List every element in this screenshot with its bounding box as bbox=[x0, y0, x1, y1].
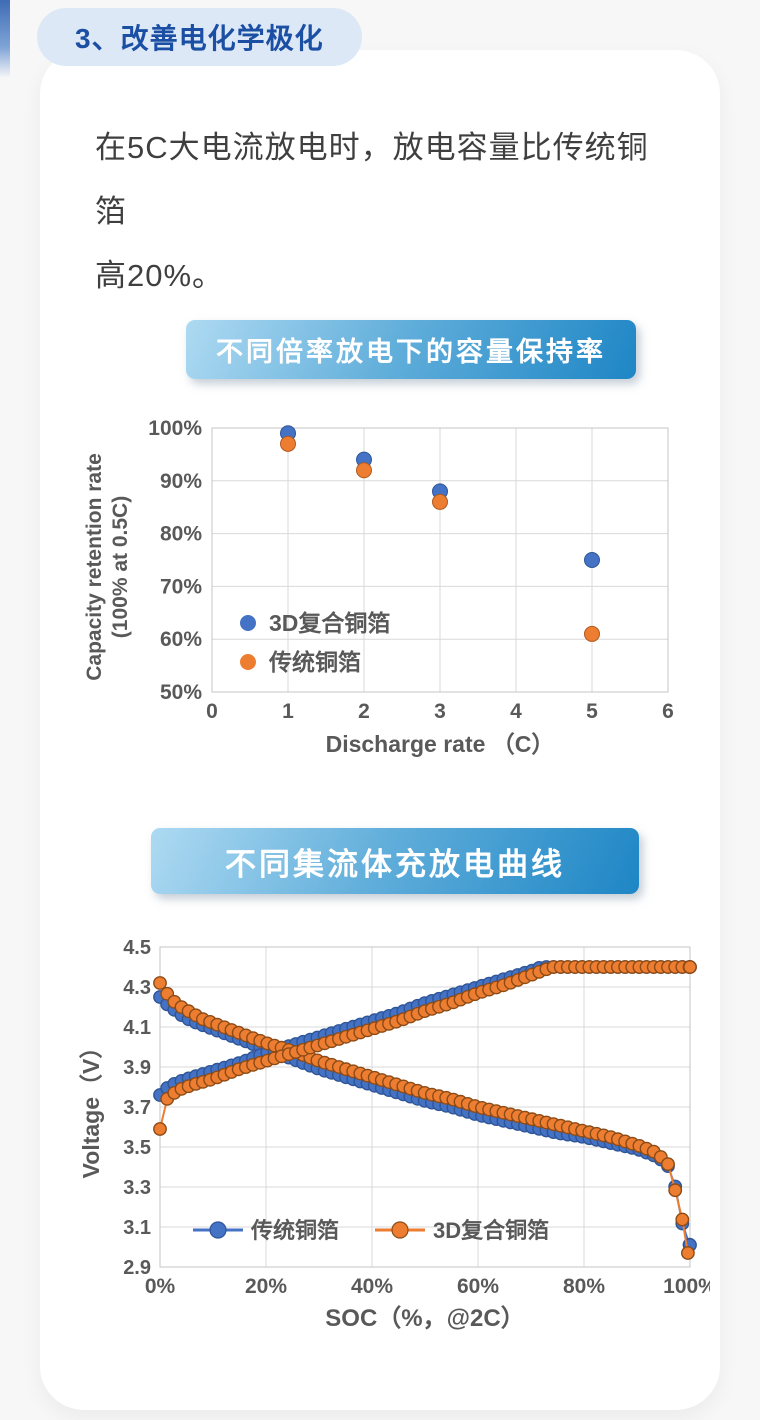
orange-discharge-line bbox=[159, 982, 689, 1254]
y-tick-label: 3.1 bbox=[123, 1217, 151, 1239]
chart2-charge-discharge-curves: 4.5 4.3 4.1 3.9 3.7 3.5 3.3 3.1 2.9 0% 20% 40% 60% 80… bbox=[75, 933, 717, 1333]
x-axis-title: SOC（%，@2C） bbox=[325, 1305, 524, 1332]
y-tick-label: 4.5 bbox=[123, 937, 151, 959]
chart2-title-banner: 不同集流体充放电曲线 bbox=[151, 828, 639, 894]
x-tick-label: 3 bbox=[434, 700, 446, 723]
chart2-title: 不同集流体充放电曲线 bbox=[225, 846, 565, 882]
y-tick-label: 80% bbox=[160, 523, 202, 546]
y-axis-title-line2: (100% at 0.5C) bbox=[109, 496, 132, 638]
body-text: 在5C大电流放电时，放电容量比传统铜箔 高20%。 bbox=[95, 116, 675, 308]
top-left-accent-strip bbox=[0, 0, 10, 78]
x-tick-label: 6 bbox=[662, 700, 674, 723]
data-point bbox=[584, 625, 600, 642]
content-card bbox=[40, 50, 720, 1410]
orange-discharge-marker bbox=[153, 976, 167, 990]
chart2-svg: 4.5 4.3 4.1 3.9 3.7 3.5 3.3 3.1 2.90% 20% 40% 60% 80… bbox=[78, 937, 717, 1332]
x-tick-label: 0 bbox=[206, 700, 218, 723]
y-tick-label: 3.7 bbox=[123, 1097, 151, 1119]
x-tick-label: 80% bbox=[563, 1275, 605, 1298]
x-tick-label: 5 bbox=[586, 700, 598, 723]
plot-border bbox=[159, 946, 691, 1268]
plot-border bbox=[211, 427, 669, 693]
section-badge-text: 3、改善电化学极化 bbox=[75, 23, 324, 54]
section-badge: 3、改善电化学极化 bbox=[37, 8, 362, 66]
legend-label: 3D复合铜箔 bbox=[269, 610, 390, 636]
body-text-line-2: 高20%。 bbox=[95, 258, 225, 293]
legend-marker-orange bbox=[240, 654, 256, 670]
data-point bbox=[584, 552, 600, 568]
y-tick-label: 60% bbox=[160, 628, 202, 651]
chart1-title: 不同倍率放电下的容量保持率 bbox=[216, 337, 606, 367]
y-tick-label: 50% bbox=[160, 681, 202, 704]
orange-discharge-marker bbox=[675, 1212, 690, 1227]
body-text-line-1: 在5C大电流放电时，放电容量比传统铜箔 bbox=[95, 130, 649, 229]
chart1-capacity-retention: 100% 90% 80% 70% 60% 50% 0 1 2 3 4 5 6 Discharge rate… bbox=[83, 415, 690, 765]
y-tick-label: 70% bbox=[160, 575, 202, 598]
data-point bbox=[432, 493, 448, 510]
y-tick-label: 4.3 bbox=[123, 977, 151, 999]
y-tick-label: 90% bbox=[160, 470, 202, 493]
y-tick-label: 3.5 bbox=[123, 1137, 151, 1159]
x-tick-label: 100% bbox=[663, 1275, 710, 1298]
data-point bbox=[280, 435, 296, 452]
x-tick-label: 20% bbox=[245, 1275, 287, 1298]
x-tick-label: 40% bbox=[351, 1275, 393, 1298]
x-tick-label: 0% bbox=[145, 1275, 176, 1298]
x-tick-label: 60% bbox=[457, 1275, 499, 1298]
chart1-title-banner: 不同倍率放电下的容量保持率 bbox=[186, 320, 636, 379]
legend-marker-blue bbox=[209, 1221, 227, 1239]
y-tick-label: 3.9 bbox=[123, 1057, 151, 1079]
y-axis-title-line1: Capacity retention rate bbox=[85, 453, 106, 681]
x-tick-label: 1 bbox=[282, 700, 294, 723]
y-tick-label: 2.9 bbox=[123, 1257, 151, 1279]
orange-charge-marker bbox=[153, 1122, 167, 1136]
legend-marker-blue bbox=[240, 615, 256, 631]
y-axis-title: Voltage（V） bbox=[78, 1036, 104, 1179]
orange-discharge-marker bbox=[681, 1246, 695, 1260]
x-tick-label: 4 bbox=[510, 700, 522, 723]
y-tick-label: 100% bbox=[148, 417, 202, 440]
orange-charge-marker bbox=[683, 960, 697, 974]
legend-label: 传统铜箔 bbox=[268, 649, 361, 675]
y-tick-label: 4.1 bbox=[123, 1017, 151, 1039]
legend-label: 3D复合铜箔 bbox=[433, 1218, 549, 1243]
orange-discharge-marker bbox=[668, 1183, 683, 1198]
x-axis-title: Discharge rate （C） bbox=[326, 731, 555, 757]
y-tick-label: 3.3 bbox=[123, 1177, 151, 1199]
legend-marker-orange bbox=[391, 1221, 409, 1239]
x-tick-label: 2 bbox=[358, 700, 370, 723]
data-point bbox=[356, 462, 372, 479]
chart1-svg: 100% 90% 80% 70% 60% 50%0 1 2 3 4 5 6 Discharge rate… bbox=[83, 417, 674, 757]
legend-label: 传统铜箔 bbox=[250, 1218, 339, 1243]
orange-discharge-marker bbox=[661, 1157, 675, 1172]
